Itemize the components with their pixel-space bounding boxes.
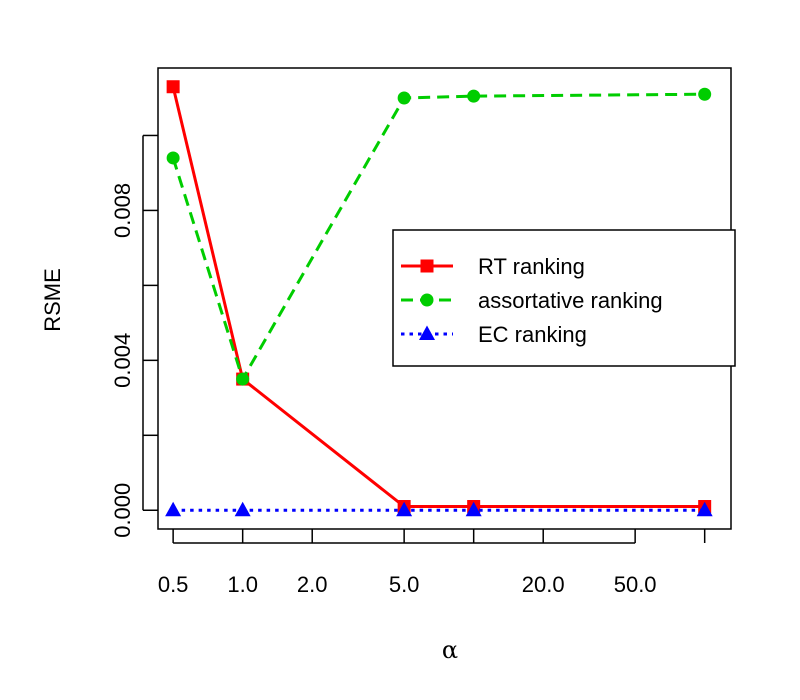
legend-label: RT ranking <box>478 254 585 279</box>
x-tick-label: 5.0 <box>389 572 420 597</box>
data-point <box>696 501 713 517</box>
legend-box <box>392 229 736 367</box>
series-3 <box>165 501 713 517</box>
x-axis-title: α <box>442 636 458 664</box>
series-layer <box>165 80 713 517</box>
x-tick-label: 0.5 <box>158 572 189 597</box>
x-tick-label: 1.0 <box>227 572 258 597</box>
x-tick-label: 2.0 <box>297 572 328 597</box>
y-axis: 0.000 0.004 0.008 <box>110 134 158 538</box>
legend-label: EC ranking <box>478 322 587 347</box>
x-tick-label: 50.0 <box>614 572 657 597</box>
data-point <box>467 89 481 103</box>
data-point <box>234 501 251 517</box>
data-point <box>236 372 250 386</box>
legend-item: EC ranking <box>401 322 587 347</box>
data-point <box>465 501 482 517</box>
y-tick-label: 0.000 <box>110 483 135 538</box>
y-tick-label: 0.004 <box>110 333 135 388</box>
legend-swatch-marker <box>419 325 435 340</box>
data-point <box>397 91 411 105</box>
legend: RT ranking assortative ranking EC ranking <box>392 229 736 367</box>
data-point <box>698 87 712 101</box>
legend-swatch-marker <box>420 259 434 273</box>
series-2 <box>166 87 712 386</box>
data-point <box>166 151 180 165</box>
legend-label: assortative ranking <box>478 288 663 313</box>
legend-item: RT ranking <box>401 254 585 279</box>
x-axis: 0.5 1.0 2.0 5.0 20.0 50.0 <box>158 529 706 597</box>
data-point <box>165 501 182 517</box>
y-axis-title: RSME <box>40 268 65 332</box>
y-tick-label: 0.008 <box>110 183 135 238</box>
data-point <box>396 501 413 517</box>
legend-swatch-marker <box>420 293 434 307</box>
x-tick-label: 20.0 <box>522 572 565 597</box>
legend-item: assortative ranking <box>401 288 663 313</box>
data-point <box>166 80 180 94</box>
